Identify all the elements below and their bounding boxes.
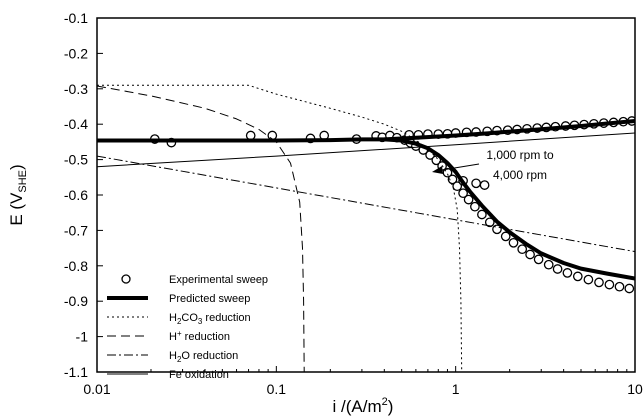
series-0-markers: [149, 116, 635, 294]
x-tick-label: 10: [627, 381, 643, 397]
x-tick-label: 0.01: [83, 381, 110, 397]
legend-item-hplus: H+ reduction: [107, 329, 230, 343]
data-point: [543, 259, 554, 270]
data-point: [572, 271, 583, 282]
legend-label-h2co3: H2CO3 reduction: [169, 312, 251, 326]
data-point: [614, 281, 625, 292]
data-point: [479, 180, 490, 190]
y-tick-label: -0.7: [64, 222, 88, 238]
data-point: [463, 194, 474, 205]
data-point: [525, 249, 535, 260]
data-point: [552, 264, 563, 274]
series-1-line: [97, 137, 635, 281]
annotation: 1,000 rpm to 4,000 rpm: [432, 148, 554, 182]
data-point: [431, 155, 442, 166]
legend-item-h2co3: H2CO3 reduction: [107, 312, 251, 326]
x-tick-label: 0.1: [267, 381, 287, 397]
annotation-arrowhead: [432, 166, 443, 174]
y-tick-label: -0.8: [64, 258, 88, 274]
series-4-line: [97, 85, 305, 372]
legend-label-h2o: H2O reduction: [169, 350, 238, 364]
y-axis-label: E (VSHE): [7, 164, 29, 225]
data-point: [484, 217, 495, 228]
series-2-line: [384, 119, 635, 142]
y-tick-label: -0.5: [64, 152, 88, 168]
legend-item-h2o: H2O reduction: [107, 350, 238, 364]
legend-label-hplus: H+ reduction: [169, 329, 230, 343]
data-point: [562, 268, 573, 278]
data-point: [470, 201, 480, 212]
ticks-layer: -0.1 -0.2 -0.3 -0.4 -0.5 -0.6 -0.7 -0.8 -0.9 -1 -1…: [64, 10, 643, 397]
y-tick-label: -0.1: [64, 10, 88, 26]
data-point: [471, 178, 481, 189]
series-layer: [97, 84, 635, 372]
legend: Experimental sweep Predicted sweep H2CO3…: [107, 274, 268, 381]
data-point: [533, 254, 544, 265]
data-point: [452, 181, 463, 192]
data-point: [594, 277, 604, 288]
data-point: [500, 231, 511, 242]
x-tick-label: 1: [452, 381, 460, 397]
series-3-line: [97, 84, 463, 372]
y-tick-label: -0.4: [64, 116, 88, 132]
legend-label-fe: Fe oxidation: [169, 369, 229, 381]
data-point: [517, 244, 528, 255]
series-6-line: [97, 132, 635, 168]
y-tick-label: -1.1: [64, 364, 88, 380]
y-tick-label: -0.6: [64, 187, 88, 203]
y-tick-label: -0.2: [64, 45, 88, 61]
legend-item-fe: Fe oxidation: [107, 369, 229, 381]
data-point: [447, 174, 458, 185]
legend-label-experimental: Experimental sweep: [169, 274, 268, 286]
data-point: [477, 209, 487, 220]
x-axis-label: i /(A/m2): [333, 396, 394, 416]
data-point: [604, 279, 615, 290]
legend-marker-experimental: [121, 274, 131, 284]
annotation-arrow: [435, 163, 480, 172]
data-point: [245, 130, 256, 141]
data-point: [458, 188, 468, 199]
data-point: [508, 237, 519, 248]
legend-item-predicted: Predicted sweep: [107, 293, 250, 305]
annotation-line-2: 4,000 rpm: [493, 168, 547, 182]
data-point: [624, 283, 635, 294]
y-tick-label: -1: [76, 329, 89, 345]
series-5-line: [97, 155, 635, 253]
legend-label-predicted: Predicted sweep: [169, 293, 250, 305]
legend-item-experimental: Experimental sweep: [121, 274, 268, 286]
y-tick-label: -0.3: [64, 81, 88, 97]
y-tick-label: -0.9: [64, 293, 88, 309]
data-point: [583, 274, 594, 285]
annotation-line-1: 1,000 rpm to: [486, 148, 554, 162]
